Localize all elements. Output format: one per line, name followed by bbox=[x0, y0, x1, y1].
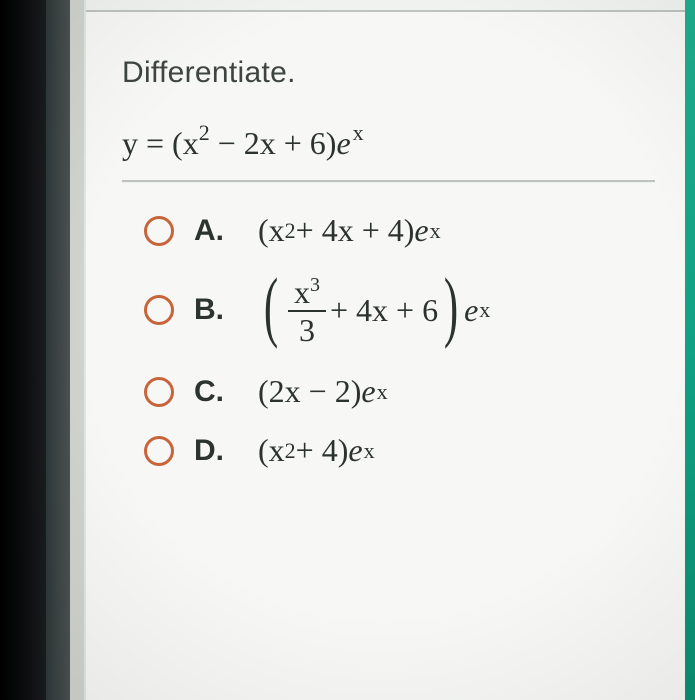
question-prompt: Differentiate. bbox=[122, 56, 655, 90]
option-math: (x2 + 4x + 4)ex bbox=[258, 212, 441, 249]
radio-d[interactable] bbox=[144, 436, 174, 466]
option-letter: A. bbox=[194, 214, 238, 248]
radio-c[interactable] bbox=[144, 377, 174, 407]
option-math: (x2 + 4)ex bbox=[258, 432, 375, 469]
radio-a[interactable] bbox=[144, 216, 174, 246]
divider bbox=[122, 180, 655, 182]
panel-top-strip bbox=[86, 0, 685, 12]
option-a[interactable]: A. (x2 + 4x + 4)ex bbox=[144, 212, 655, 249]
option-c[interactable]: C. (2x − 2)ex bbox=[144, 373, 655, 410]
panel-content: Differentiate. y = (x2 − 2x + 6)ex A. (x… bbox=[86, 12, 685, 700]
option-d[interactable]: D. (x2 + 4)ex bbox=[144, 432, 655, 469]
option-letter: C. bbox=[194, 375, 238, 409]
option-math: (2x − 2)ex bbox=[258, 373, 388, 410]
bezel-light bbox=[70, 0, 84, 700]
screen: Differentiate. y = (x2 − 2x + 6)ex A. (x… bbox=[0, 0, 695, 700]
radio-b[interactable] bbox=[144, 295, 174, 325]
bezel-gray bbox=[46, 0, 70, 700]
bezel-dark bbox=[0, 0, 46, 700]
question-panel: Differentiate. y = (x2 − 2x + 6)ex A. (x… bbox=[86, 0, 685, 700]
options-list: A. (x2 + 4x + 4)ex B. (x33 + 4x + 6)ex C… bbox=[122, 212, 655, 469]
accent-green-bar bbox=[685, 0, 695, 700]
question-equation: y = (x2 − 2x + 6)ex bbox=[122, 120, 655, 162]
option-b[interactable]: B. (x33 + 4x + 6)ex bbox=[144, 271, 655, 349]
option-letter: D. bbox=[194, 434, 238, 468]
option-letter: B. bbox=[194, 293, 238, 327]
option-math: (x33 + 4x + 6)ex bbox=[258, 271, 490, 349]
